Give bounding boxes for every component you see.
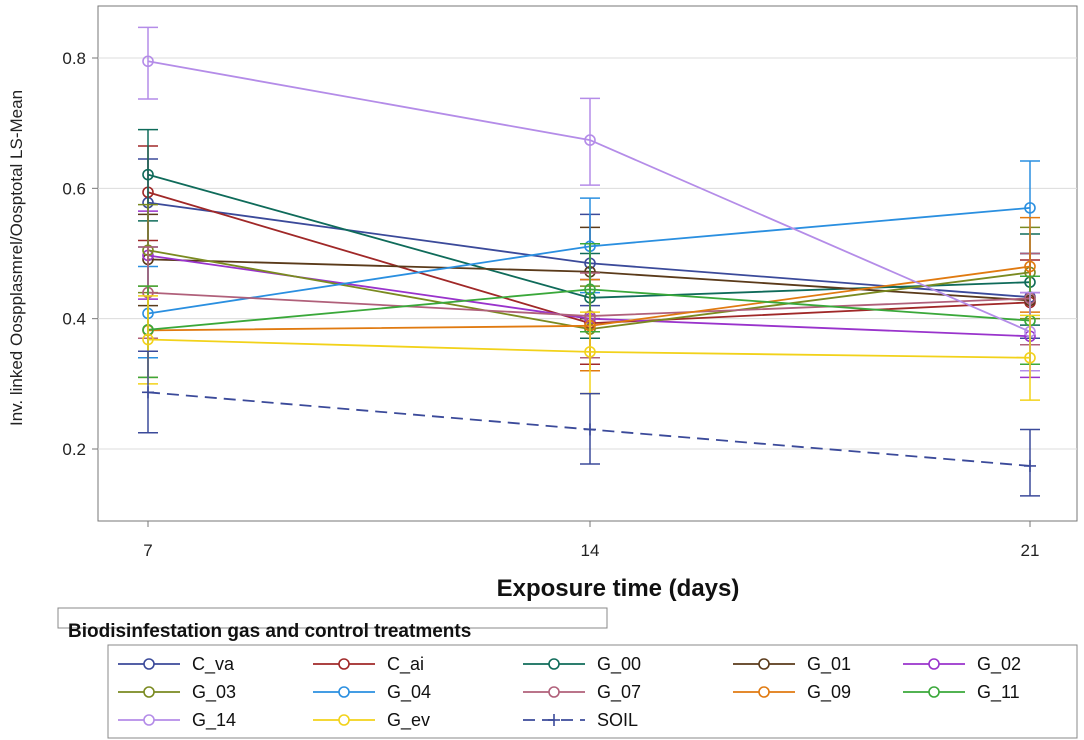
series-g-00 [138, 128, 1040, 339]
legend-item-g-09: G_09 [733, 682, 851, 703]
legend-frame [57, 607, 608, 629]
data-point [1024, 202, 1036, 214]
legend: Biodisinfestation gas and control treatm… [57, 607, 1078, 739]
series-line [147, 201, 1031, 299]
legend-label: C_va [192, 654, 235, 675]
legend-swatch-marker [548, 658, 560, 670]
legend-swatch-marker [928, 658, 940, 670]
legend-swatch-marker [143, 714, 155, 726]
data-point [1024, 351, 1036, 364]
legend-label: G_07 [597, 682, 641, 703]
legend-label: G_03 [192, 682, 236, 703]
legend-label: G_04 [387, 682, 431, 703]
legend-item-g-07: G_07 [523, 682, 641, 703]
legend-swatch-marker [338, 658, 350, 670]
series-line [147, 288, 1031, 331]
legend-swatch-marker [928, 686, 940, 698]
series-group [138, 26, 1040, 497]
legend-label: G_01 [807, 654, 851, 675]
data-point [142, 168, 154, 181]
legend-label: G_02 [977, 654, 1021, 675]
legend-item-g-14: G_14 [118, 710, 236, 731]
legend-item-c-va: C_va [118, 654, 235, 675]
legend-label: G_14 [192, 710, 236, 731]
legend-item-g-01: G_01 [733, 654, 851, 675]
x-tick-label: 14 [581, 541, 600, 560]
series-g-14 [138, 26, 1040, 372]
legend-label: G_00 [597, 654, 641, 675]
y-axis: 0.2 0.4 0.6 0.8 [62, 49, 98, 459]
legend-label: G_09 [807, 682, 851, 703]
series-line [147, 60, 1031, 333]
data-point [584, 283, 596, 296]
legend-item-g-00: G_00 [523, 654, 641, 675]
legend-label: G_ev [387, 710, 430, 731]
x-axis: 7 14 21 [143, 521, 1039, 560]
series-g-ev [138, 295, 1040, 401]
legend-swatch-marker [143, 686, 155, 698]
y-tick-label: 0.8 [62, 49, 86, 68]
legend-item-g-03: G_03 [118, 682, 236, 703]
legend-swatch-marker [143, 658, 155, 670]
y-tick-label: 0.6 [62, 179, 86, 198]
legend-swatch-marker [548, 686, 560, 698]
legend-swatch-marker [338, 686, 350, 698]
legend-item-c-ai: C_ai [313, 654, 424, 675]
legend-swatch-marker [758, 686, 770, 698]
series-line [147, 338, 1031, 359]
y-tick-label: 0.4 [62, 310, 86, 329]
y-tick-label: 0.2 [62, 440, 86, 459]
legend-label: C_ai [387, 654, 424, 675]
x-tick-label: 21 [1021, 541, 1040, 560]
plot-area [97, 5, 1078, 522]
data-point [142, 333, 154, 346]
legend-label: SOIL [597, 710, 638, 730]
y-axis-title: Inv. linked Oospplasmrel/Oosptotal LS-Me… [7, 90, 26, 426]
data-point [584, 346, 596, 358]
legend-item-g-ev: G_ev [313, 710, 430, 731]
data-point [1024, 260, 1036, 273]
legend-item-soil: SOIL [523, 710, 638, 730]
legend-swatch-marker [758, 658, 770, 670]
legend-title: Biodisinfestation gas and control treatm… [68, 621, 471, 642]
legend-label: G_11 [977, 682, 1020, 703]
legend-swatch-marker [338, 714, 350, 726]
series-soil [138, 350, 1040, 497]
legend-items: C_va C_ai G_00 G_01 G_02 G_03 G_04 G_07 G_09 G_11… [118, 654, 1021, 731]
legend-item-g-11: G_11 [903, 682, 1020, 703]
x-axis-title: Exposure time (days) [497, 575, 740, 602]
legend-item-g-04: G_04 [313, 682, 431, 703]
x-tick-label: 7 [143, 541, 152, 560]
data-point [584, 134, 596, 146]
legend-item-g-02: G_02 [903, 654, 1021, 675]
data-point [142, 55, 154, 68]
